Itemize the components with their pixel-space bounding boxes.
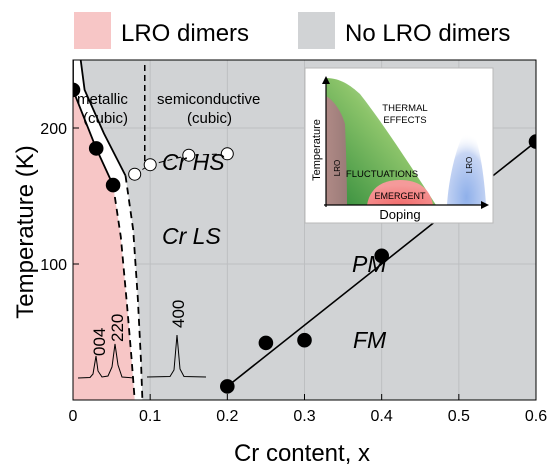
inset-lro-right-label: LRO xyxy=(465,157,474,173)
x-tick-label: 0.1 xyxy=(139,408,161,425)
inset-x-label: Doping xyxy=(379,207,420,222)
inset-lro-left-label: LRO xyxy=(333,160,342,176)
lro-dimer-region xyxy=(73,60,135,400)
filled-data-point xyxy=(297,332,312,348)
x-axis-label: Cr content, x xyxy=(234,440,370,467)
inset-emergent-region xyxy=(367,180,433,205)
y-axis-label: Temperature (K) xyxy=(12,145,39,318)
x-tick-label: 0.3 xyxy=(293,408,315,425)
filled-data-point xyxy=(73,82,81,98)
legend-swatch-lro xyxy=(74,12,111,49)
x-tick-label: 0.5 xyxy=(448,408,470,425)
metallic-label: metallic xyxy=(77,91,128,108)
x-tick-label: 0.2 xyxy=(216,408,238,425)
open-data-point xyxy=(128,167,142,181)
legend-label-no-lro: No LRO dimers xyxy=(345,20,510,47)
filled-data-point xyxy=(374,248,390,264)
x-tick-label: 0 xyxy=(69,408,78,425)
peak-label-004: 004 xyxy=(90,328,109,356)
legend-swatch-no-lro xyxy=(298,12,335,49)
xrd-peak-004-220 xyxy=(77,343,135,379)
cr-spin-transition-line xyxy=(134,153,228,175)
axis-ticks: 0 0.1 0.2 0.3 0.4 0.5 0.6 100 200 xyxy=(40,121,547,425)
inset-thermal-label-2: EFFECTS xyxy=(383,115,426,126)
phase-boundary-dashed xyxy=(112,184,136,400)
filled-data-point xyxy=(528,134,536,149)
cr-ls-label: Cr LS xyxy=(162,223,221,249)
inset-y-arrow-icon xyxy=(322,76,330,84)
data-points xyxy=(73,82,536,394)
open-data-point xyxy=(143,158,157,172)
peak-label-220: 220 xyxy=(108,314,127,342)
metallic-sub-label: (cubic) xyxy=(83,110,128,127)
phase-boundary-band xyxy=(73,60,143,400)
semiconductive-sub-label: (cubic) xyxy=(187,110,232,127)
open-data-point xyxy=(182,148,196,162)
inset-thermal-region xyxy=(326,78,436,205)
inset-thermal-label-1: THERMAL xyxy=(382,103,427,114)
legend-label-lro: LRO dimers xyxy=(121,20,249,47)
y-tick-label: 200 xyxy=(40,121,67,138)
y-tick-label: 100 xyxy=(40,257,67,274)
xrd-peak-400 xyxy=(146,334,207,378)
open-data-point xyxy=(220,147,234,161)
phase-boundary-solid xyxy=(73,60,114,186)
inset-fluctuations-label: FLUCTUATIONS xyxy=(346,169,418,180)
cr-hs-label: Cr HS xyxy=(162,149,225,175)
x-tick-label: 0.6 xyxy=(525,408,547,425)
inset-emergent-label: EMERGENT xyxy=(374,191,426,201)
filled-data-point xyxy=(105,177,121,193)
semiconductive-label: semiconductive xyxy=(157,91,260,108)
inset-lro-right-region xyxy=(447,126,486,205)
legend: LRO dimers No LRO dimers xyxy=(74,12,510,49)
x-tick-label: 0.4 xyxy=(371,408,393,425)
inset-lro-left-region xyxy=(326,96,347,205)
filled-data-point xyxy=(258,335,274,351)
filled-data-point xyxy=(88,141,104,156)
inset-schematic: Temperature Doping THERMAL EFFECTS FLUCT… xyxy=(304,67,494,224)
phase-boundary-upper-solid xyxy=(79,60,127,177)
inset-x-arrow-icon xyxy=(481,201,489,209)
peak-label-400: 400 xyxy=(169,300,188,328)
pm-label: PM xyxy=(352,251,387,277)
phase-boundary-upper xyxy=(124,175,144,400)
filled-data-point xyxy=(220,379,235,394)
inset-y-label: Temperature xyxy=(311,119,323,181)
fm-label: FM xyxy=(353,327,387,353)
